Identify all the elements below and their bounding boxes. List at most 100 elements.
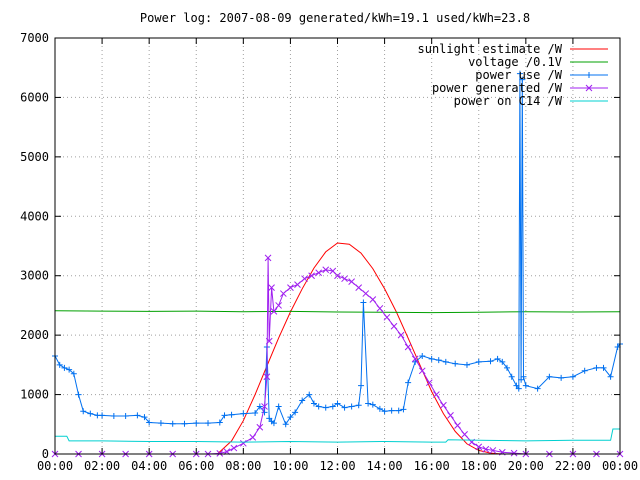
data-point xyxy=(519,76,526,83)
data-point xyxy=(341,275,348,283)
data-point xyxy=(157,420,164,427)
data-point xyxy=(308,272,315,280)
data-point xyxy=(75,391,82,398)
y-tick-label: 6000 xyxy=(20,90,49,104)
data-point xyxy=(270,420,277,427)
data-point xyxy=(376,405,383,412)
data-point xyxy=(99,412,106,419)
data-point xyxy=(360,299,367,306)
data-point xyxy=(282,421,289,428)
data-point xyxy=(534,385,541,392)
data-point xyxy=(87,410,94,417)
legend-marker xyxy=(585,84,593,92)
data-point xyxy=(292,409,299,416)
data-point xyxy=(216,419,223,426)
data-point xyxy=(294,281,301,288)
x-tick-label: 10:00 xyxy=(272,459,308,473)
series-layer xyxy=(51,70,624,458)
data-point xyxy=(376,305,384,312)
data-point xyxy=(487,358,494,365)
data-point xyxy=(80,408,87,415)
data-point xyxy=(397,331,405,339)
y-tick-label: 2000 xyxy=(20,328,49,342)
y-tick-label: 4000 xyxy=(20,209,49,223)
series-line xyxy=(55,428,620,443)
data-point xyxy=(510,449,518,457)
data-point xyxy=(418,367,426,375)
data-point xyxy=(230,444,238,452)
data-point xyxy=(365,400,372,407)
data-point xyxy=(66,366,73,373)
legend-label: voltage /0.1V xyxy=(468,55,562,69)
data-point xyxy=(261,403,268,410)
x-tick-label: 08:00 xyxy=(225,459,261,473)
data-point xyxy=(461,431,468,438)
data-point xyxy=(515,385,522,392)
data-point xyxy=(249,434,257,441)
data-point xyxy=(411,355,419,363)
data-point xyxy=(181,420,188,427)
data-point xyxy=(322,404,329,411)
x-tick-label: 16:00 xyxy=(414,459,450,473)
data-point xyxy=(122,412,129,419)
data-point xyxy=(265,337,273,345)
legend-entry: voltage /0.1V xyxy=(468,55,608,69)
x-tick-label: 04:00 xyxy=(131,459,167,473)
data-point xyxy=(489,447,497,454)
data-point xyxy=(146,419,153,426)
data-point xyxy=(169,420,176,427)
data-point xyxy=(193,420,200,427)
data-point xyxy=(240,410,247,417)
data-point xyxy=(256,403,263,410)
x-tick-label: 00:00 xyxy=(37,459,73,473)
grid xyxy=(55,38,620,454)
data-point xyxy=(442,358,449,365)
data-point xyxy=(435,357,442,364)
data-point xyxy=(110,412,117,419)
data-point xyxy=(405,379,412,386)
legend-label: sunlight estimate /W xyxy=(418,42,563,56)
data-point xyxy=(348,403,355,410)
data-point xyxy=(268,284,275,291)
legend-label: power on C14 /W xyxy=(454,94,563,108)
data-point xyxy=(499,358,506,365)
x-tick-label: 14:00 xyxy=(367,459,403,473)
data-point xyxy=(70,370,77,377)
data-point xyxy=(355,402,362,409)
data-point xyxy=(482,445,490,453)
data-point xyxy=(447,412,454,419)
data-point xyxy=(355,284,363,291)
data-point xyxy=(264,254,272,262)
y-tick-label: 1000 xyxy=(20,388,49,402)
data-point xyxy=(299,397,306,404)
data-point xyxy=(404,343,412,351)
data-point xyxy=(287,414,294,421)
data-point xyxy=(239,439,247,447)
data-point xyxy=(275,302,282,309)
data-point xyxy=(61,364,68,371)
data-point xyxy=(383,313,391,321)
y-tick-label: 0 xyxy=(42,447,49,461)
data-point xyxy=(310,400,317,407)
data-point xyxy=(494,355,501,362)
series-2 xyxy=(52,70,623,428)
x-tick-label: 18:00 xyxy=(461,459,497,473)
data-point xyxy=(581,367,588,374)
data-point xyxy=(607,373,614,380)
x-tick-label: 22:00 xyxy=(555,459,591,473)
data-point xyxy=(369,296,377,303)
y-tick-label: 3000 xyxy=(20,269,49,283)
data-point xyxy=(569,373,576,380)
data-point xyxy=(261,409,268,416)
data-point xyxy=(141,414,148,421)
y-tick-label: 7000 xyxy=(20,31,49,45)
data-point xyxy=(388,407,395,414)
series-3 xyxy=(51,254,624,458)
data-point xyxy=(475,443,483,451)
legend-entry: power use /W xyxy=(475,68,608,82)
data-point xyxy=(546,373,553,380)
data-point xyxy=(516,70,523,77)
data-point xyxy=(390,322,398,330)
